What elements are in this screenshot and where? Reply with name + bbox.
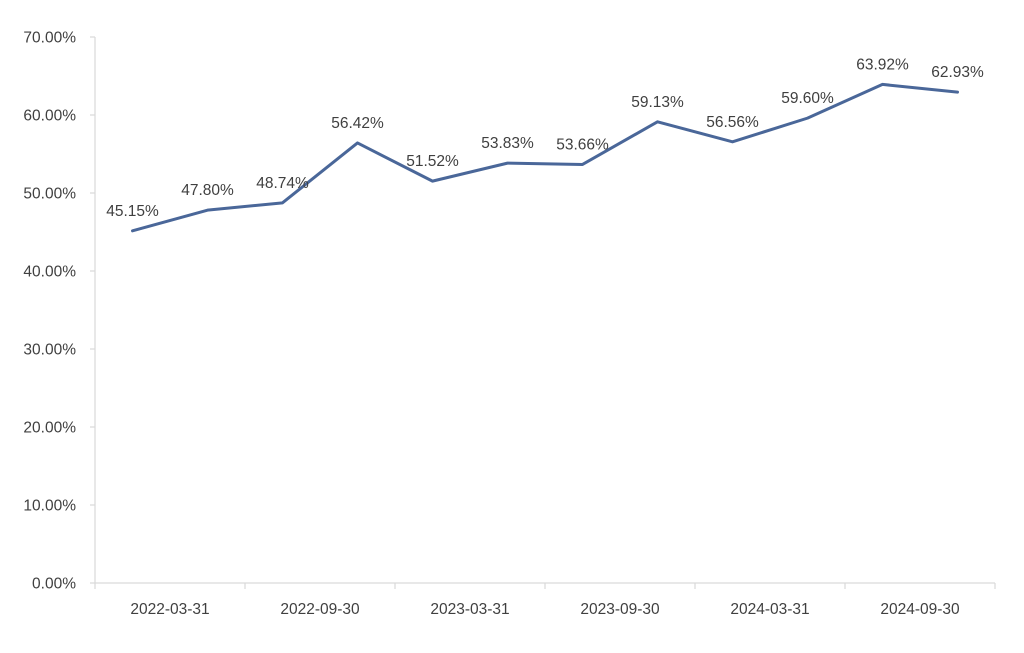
y-tick-label: 0.00% bbox=[32, 576, 76, 593]
data-label: 48.74% bbox=[256, 175, 309, 192]
data-label: 63.92% bbox=[856, 56, 909, 73]
data-label: 56.56% bbox=[706, 114, 759, 131]
data-label: 62.93% bbox=[931, 64, 984, 81]
y-tick-label: 60.00% bbox=[23, 108, 76, 125]
data-label: 56.42% bbox=[331, 115, 384, 132]
data-label: 51.52% bbox=[406, 153, 459, 170]
y-tick-label: 20.00% bbox=[23, 420, 76, 437]
x-tick-label: 2023-03-31 bbox=[430, 601, 509, 618]
data-label: 59.60% bbox=[781, 90, 834, 107]
y-tick-label: 30.00% bbox=[23, 342, 76, 359]
data-labels: 45.15% 47.80% 48.74% 56.42% 51.52% 53.83% 53.6… bbox=[106, 56, 984, 219]
y-axis-ticks: 0.00% 10.00% 20.00% 30.00% 40.00% 50.00% 60.00… bbox=[23, 30, 95, 593]
data-label: 45.15% bbox=[106, 203, 159, 220]
data-label: 59.13% bbox=[631, 94, 684, 111]
data-label: 53.66% bbox=[556, 136, 609, 153]
x-tick-label: 2024-03-31 bbox=[730, 601, 809, 618]
y-tick-label: 50.00% bbox=[23, 186, 76, 203]
x-tick-label: 2023-09-30 bbox=[580, 601, 660, 618]
series-line bbox=[131, 82, 959, 233]
data-label: 47.80% bbox=[181, 182, 234, 199]
chart-axes bbox=[94, 37, 995, 584]
x-tick-label: 2022-09-30 bbox=[280, 601, 360, 618]
series-group bbox=[131, 82, 959, 233]
y-tick-label: 40.00% bbox=[23, 264, 76, 281]
y-tick-label: 70.00% bbox=[23, 30, 76, 47]
x-axis-ticks: 2022-03-31 2022-09-30 2023-03-31 2023-09-30… bbox=[94, 583, 996, 618]
data-label: 53.83% bbox=[481, 135, 534, 152]
x-tick-label: 2022-03-31 bbox=[130, 601, 209, 618]
y-tick-label: 10.00% bbox=[23, 498, 76, 515]
x-tick-label: 2024-09-30 bbox=[880, 601, 960, 618]
